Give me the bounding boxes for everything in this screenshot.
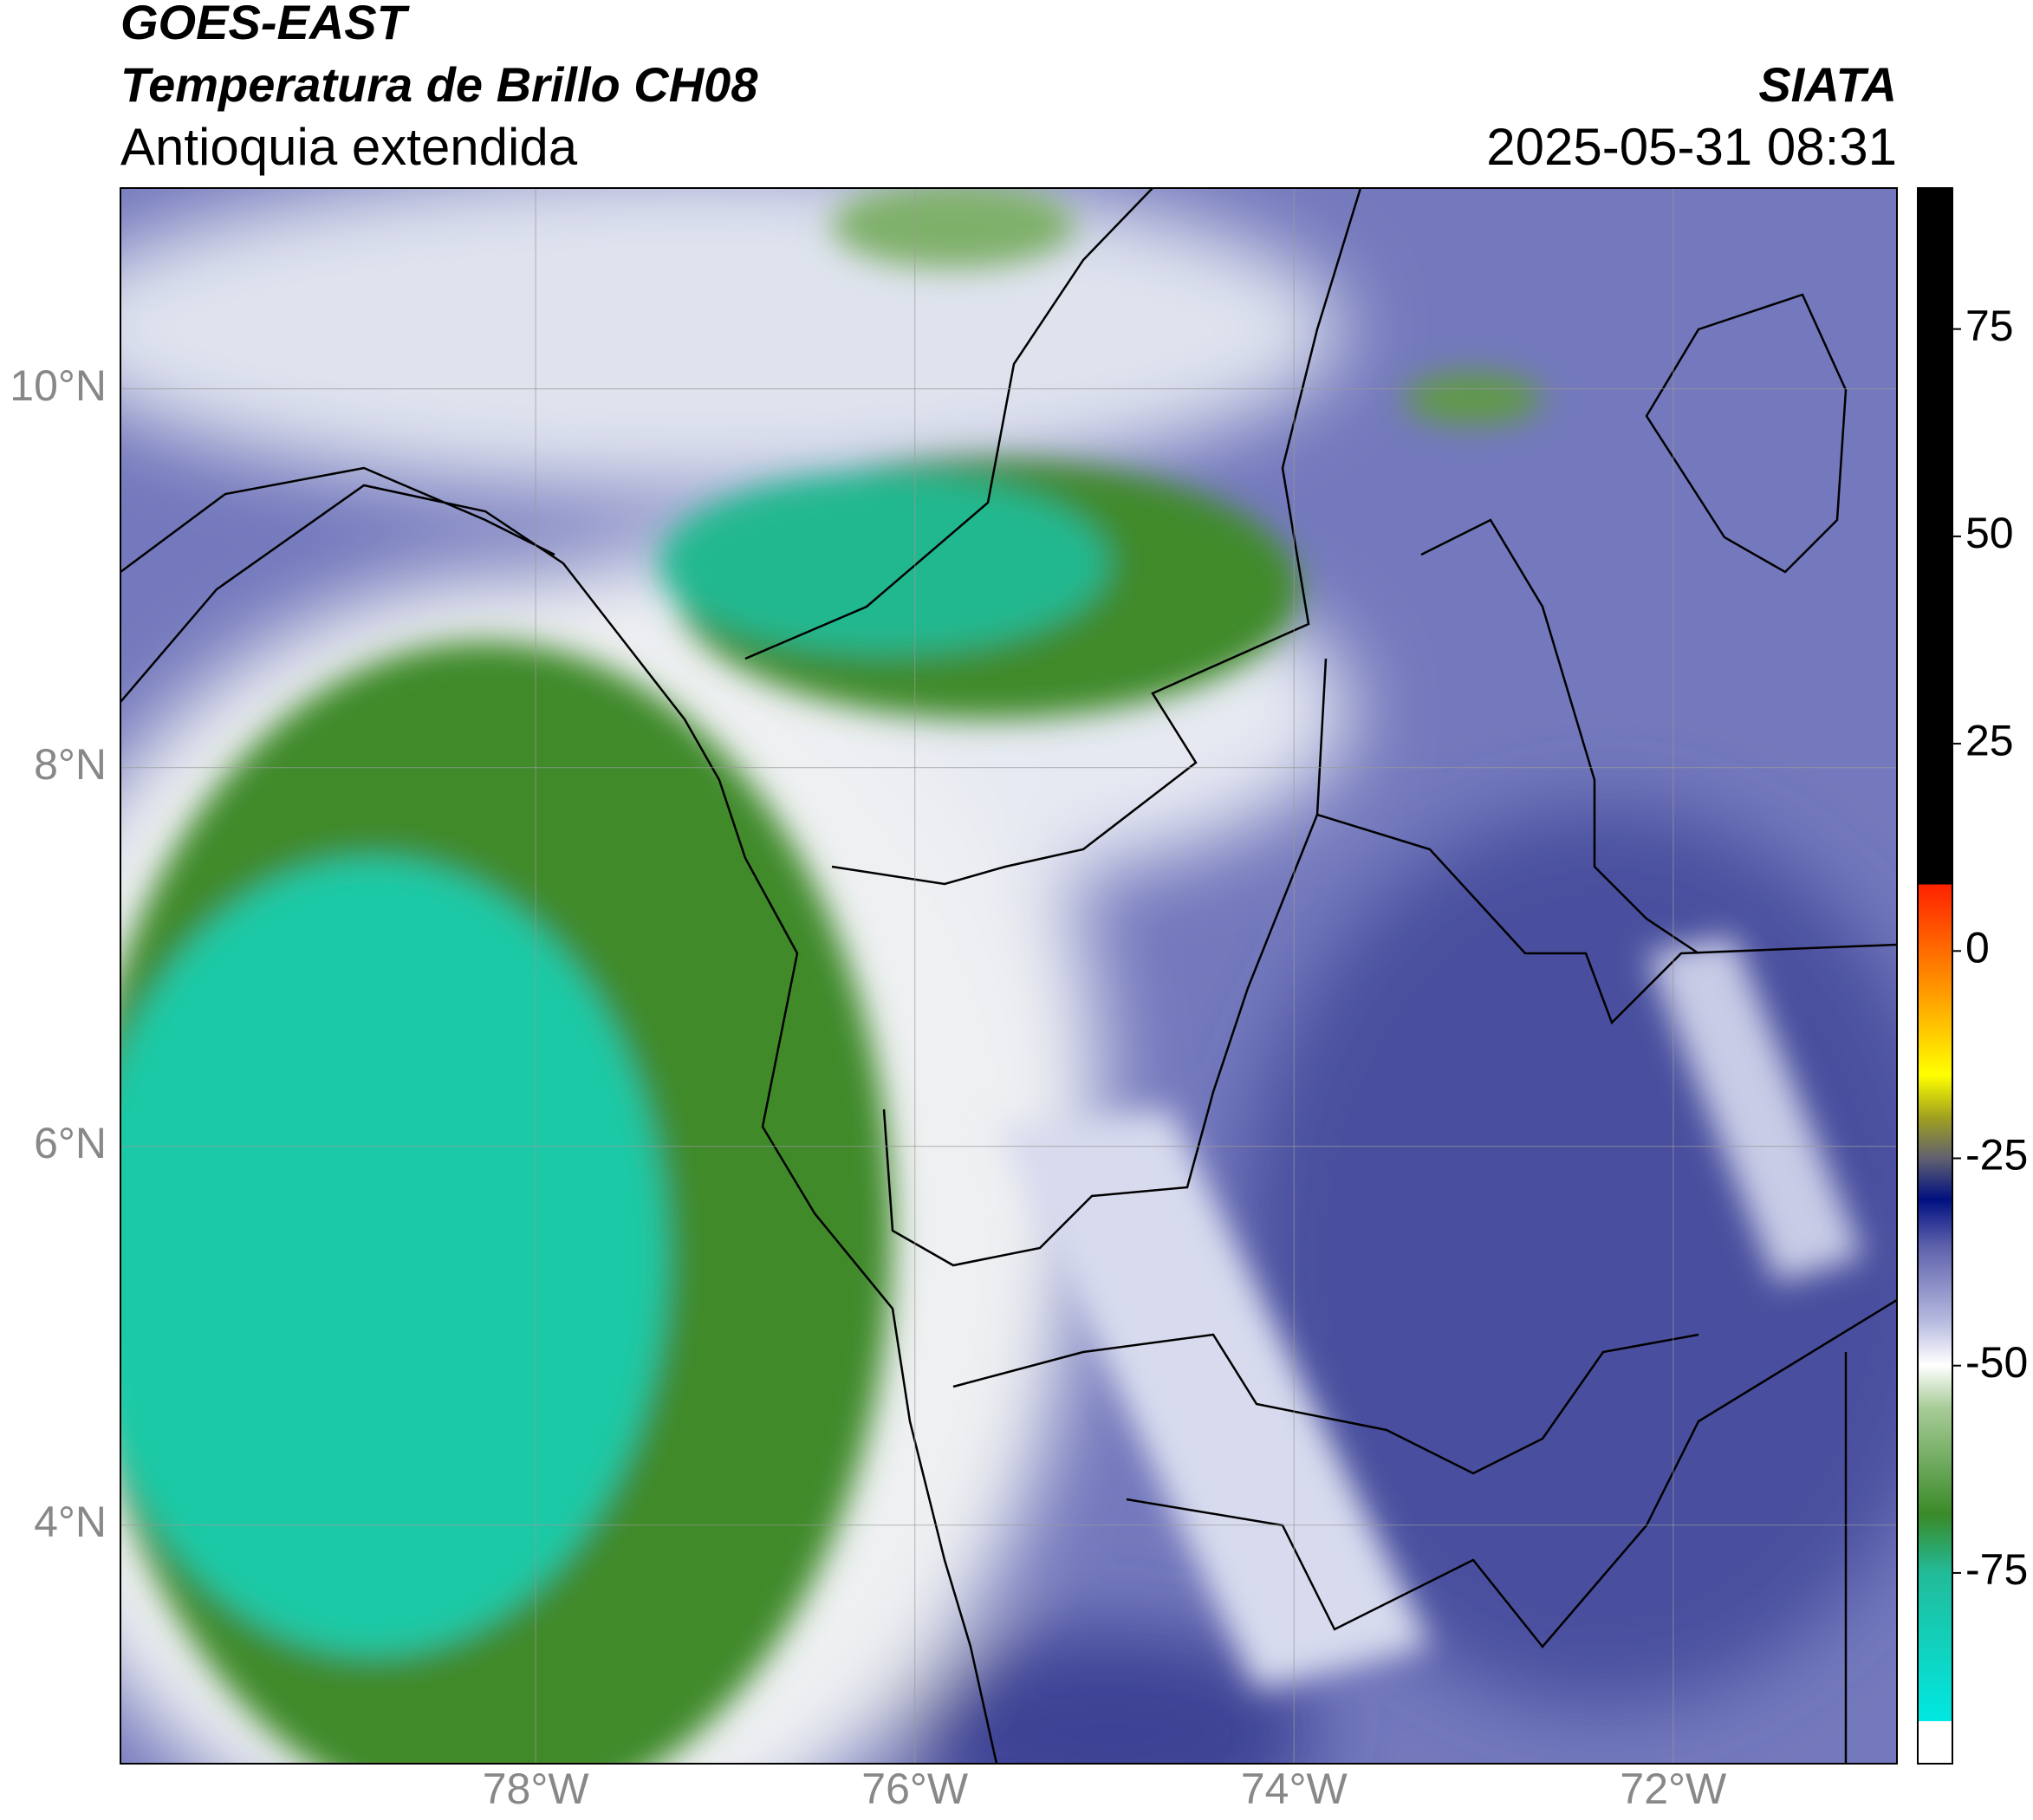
colorbar-tick-label: 75	[1965, 302, 2014, 350]
timestamp: 2025-05-31 08:31	[1486, 118, 1897, 176]
y-tick-label: 6°N	[34, 1119, 107, 1167]
colorbar-tick-label: -25	[1965, 1131, 2028, 1180]
coastline	[120, 466, 555, 574]
colorbar-tick-label: 0	[1965, 923, 1990, 972]
coastline	[120, 484, 998, 1764]
graticule	[120, 188, 1897, 1764]
cloud-field	[120, 188, 1863, 1764]
cloud-area	[120, 858, 667, 1655]
x-tick-label: 76°W	[861, 1765, 969, 1813]
cloud-streak	[997, 1109, 1430, 1690]
admin-border	[1420, 518, 1699, 955]
cloud-area	[659, 472, 1109, 654]
x-tick-label: 74°W	[1241, 1765, 1348, 1813]
cloud-streak	[1647, 936, 1863, 1283]
source-title: GOES-EAST	[120, 0, 411, 49]
y-tick-label: 10°N	[10, 361, 107, 410]
product-title: Temperatura de Brillo CH08	[120, 57, 758, 112]
admin-border	[1316, 813, 1897, 1025]
y-tick-label: 8°N	[34, 740, 107, 789]
coastline	[744, 188, 1153, 660]
colorbar-tick-label: 50	[1965, 509, 2014, 557]
admin-border	[831, 188, 1362, 886]
agency: SIATA	[1758, 57, 1897, 112]
region-subtitle: Antioquia extendida	[120, 118, 578, 176]
admin-border	[882, 658, 1328, 1267]
x-tick-label: 72°W	[1620, 1765, 1727, 1813]
colorbar-tick-label: 25	[1965, 716, 2014, 764]
cold-area	[901, 1629, 1317, 1764]
cloud-area	[1404, 373, 1543, 425]
map-frame	[120, 187, 1898, 1765]
cloud-area	[832, 188, 1075, 269]
colorbar-tick-label: -75	[1965, 1545, 2028, 1594]
colorbar-tick-label: -50	[1965, 1338, 2028, 1387]
lake-shore	[1645, 293, 1848, 574]
colorbar	[1917, 187, 1953, 1765]
cloud-area	[120, 188, 1343, 494]
admin-border	[952, 1333, 1699, 1475]
satellite-image	[120, 188, 1897, 1764]
admin-border	[1126, 1298, 1897, 1648]
x-tick-label: 78°W	[483, 1765, 590, 1813]
borders	[120, 188, 1897, 1764]
y-tick-label: 4°N	[34, 1498, 107, 1546]
